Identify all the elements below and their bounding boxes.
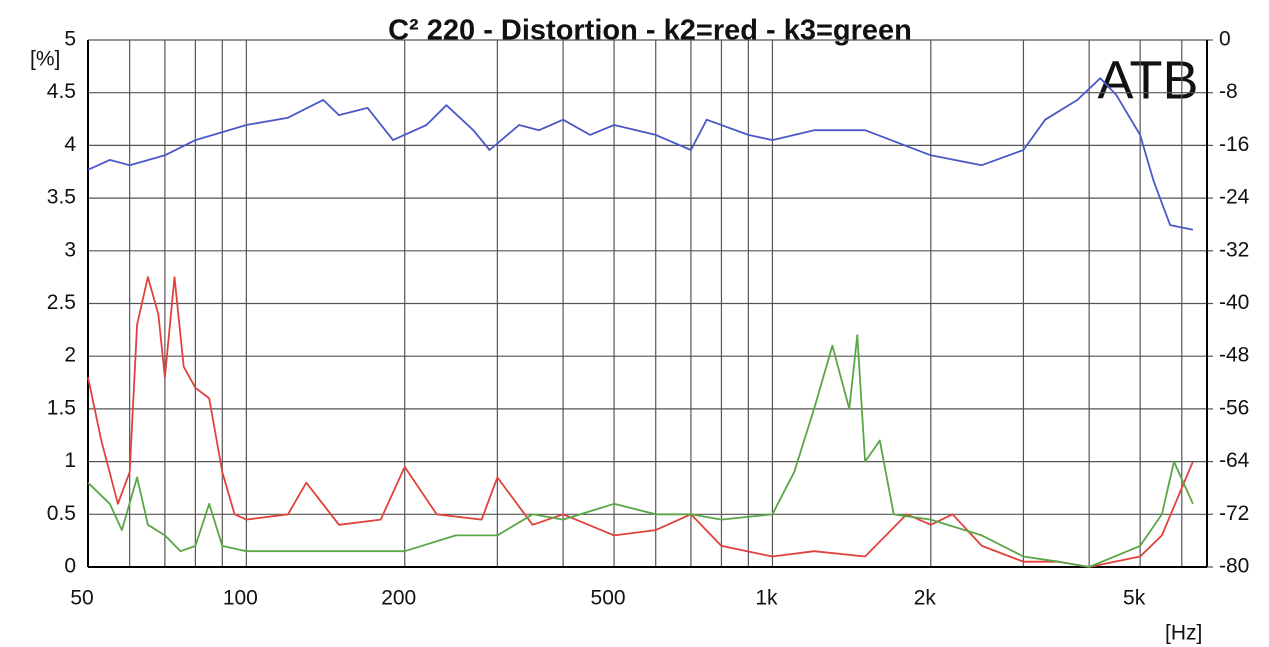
y2-tick-label: -8	[1219, 80, 1238, 103]
y-tick-label: 0.5	[47, 502, 76, 525]
x-tick-label: 500	[591, 587, 626, 610]
y-tick-label: 1	[64, 449, 76, 472]
x-tick-label: 50	[70, 587, 93, 610]
y-tick-label: 2.5	[47, 291, 76, 314]
y-tick-label: 5	[64, 28, 76, 51]
y-tick-label: 4.5	[47, 80, 76, 103]
series-line	[87, 334, 1194, 568]
y2-tick-label: -48	[1219, 344, 1249, 367]
y-tick-label: 2	[64, 344, 76, 367]
y2-tick-label: -80	[1219, 555, 1249, 578]
series-line	[87, 77, 1194, 231]
y2-tick-label: -24	[1219, 186, 1250, 209]
x-tick-label: 200	[381, 587, 416, 610]
series-line	[87, 276, 1194, 568]
y-axis-label: [%]	[30, 48, 60, 71]
y2-tick-label: -64	[1219, 449, 1250, 472]
y-tick-label: 3	[64, 238, 76, 261]
annotation: ATB	[1097, 50, 1198, 110]
y-tick-label: 3.5	[47, 186, 76, 209]
chart-title: C² 220 - Distortion - k2=red - k3=green	[388, 15, 912, 47]
x-tick-label: 1k	[755, 587, 778, 610]
y2-tick-label: -40	[1219, 291, 1249, 314]
x-tick-label: 5k	[1123, 587, 1146, 610]
y2-tick-label: -16	[1219, 133, 1249, 156]
y2-tick-label: -56	[1219, 396, 1249, 419]
y-tick-label: 1.5	[47, 396, 76, 419]
x-tick-label: 100	[223, 587, 258, 610]
x-tick-label: 2k	[914, 587, 937, 610]
y2-tick-label: 0	[1219, 28, 1231, 51]
y2-tick-label: -32	[1219, 238, 1249, 261]
x-axis-label: [Hz]	[1165, 622, 1202, 645]
y-tick-label: 0	[64, 555, 76, 578]
y-tick-label: 4	[64, 133, 76, 156]
y2-tick-label: -72	[1219, 502, 1249, 525]
